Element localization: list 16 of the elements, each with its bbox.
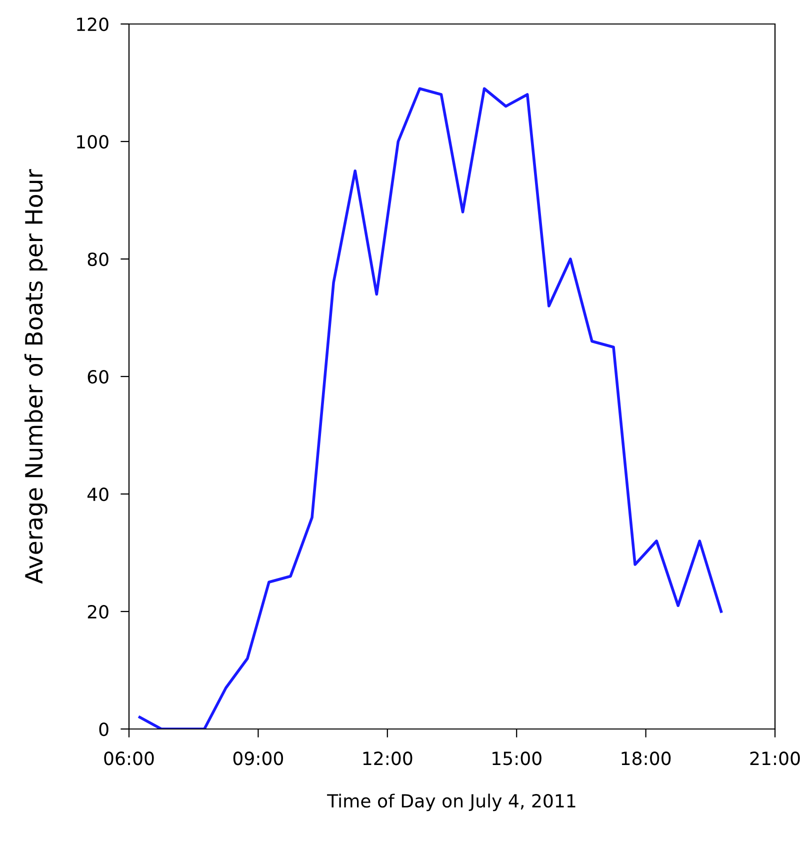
y-tick-label: 40 [87,487,108,502]
y-tick-label: 60 [88,370,108,384]
x-tick-label: 09:00 [233,752,284,766]
line-series [138,87,723,729]
x-axis-title: Time of Day on July 4, 2011 [327,794,576,812]
x-tick-label: 18:00 [622,752,671,766]
x-tick-label: 15:00 [492,752,542,766]
x-tick-label: 06:00 [104,752,154,766]
y-tick-label: 80 [88,252,108,266]
y-tick-label: 120 [77,17,108,32]
y-tick-label: 100 [77,134,108,149]
x-tick-label: 21:00 [750,752,800,766]
y-tick-label: 0 [99,722,108,736]
x-tick-label: 12:00 [363,752,412,766]
y-tick-label: 20 [88,604,108,619]
y-axis-title: Average Number of Boats per Hour [24,169,48,584]
